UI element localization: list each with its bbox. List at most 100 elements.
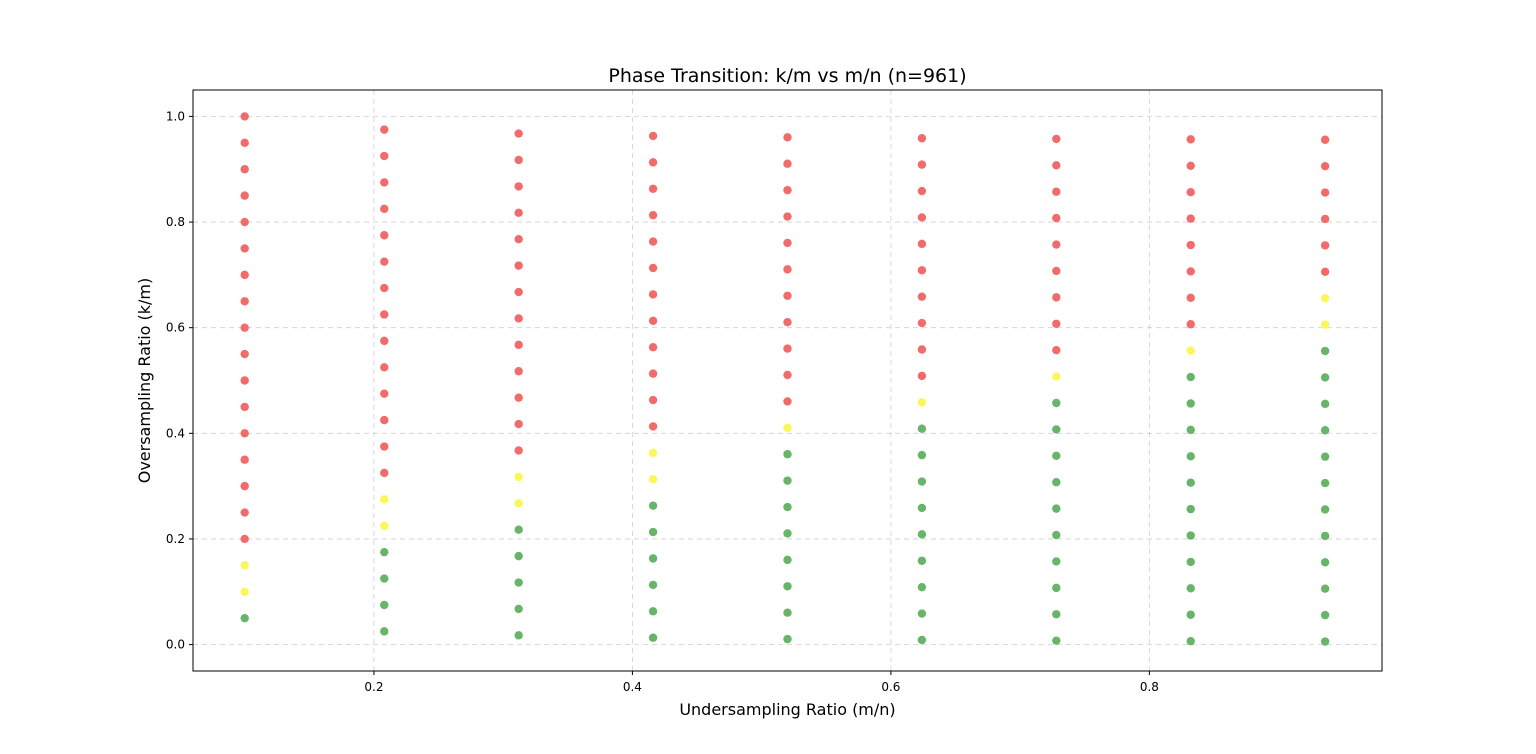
scatter-point-red xyxy=(1052,319,1061,328)
scatter-point-green xyxy=(783,608,792,617)
scatter-point-red xyxy=(240,323,249,332)
scatter-point-red xyxy=(917,239,927,249)
scatter-point-green xyxy=(1320,452,1330,461)
scatter-point-green xyxy=(917,582,927,592)
scatter-point-green xyxy=(1320,584,1330,593)
scatter-point-green xyxy=(1052,425,1061,434)
scatter-point-green xyxy=(917,556,927,565)
scatter-point-green xyxy=(783,502,792,512)
scatter-point-red xyxy=(917,266,927,275)
scatter-point-green xyxy=(648,607,658,616)
scatter-point-red xyxy=(783,370,792,380)
scatter-point-red xyxy=(240,165,249,174)
scatter-point-green xyxy=(1186,478,1195,487)
scatter-point-red xyxy=(1052,213,1061,223)
scatter-point-red xyxy=(514,340,523,350)
scatter-point-red xyxy=(783,291,792,300)
scatter-point-red xyxy=(380,389,389,398)
scatter-point-red xyxy=(783,344,792,353)
scatter-point-red xyxy=(240,534,249,544)
scatter-point-green xyxy=(917,477,927,486)
plot-frame xyxy=(192,89,1383,672)
scatter-point-green xyxy=(1186,372,1195,382)
scatter-point-green xyxy=(783,529,792,538)
scatter-point-red xyxy=(514,129,523,138)
scatter-point-yellow xyxy=(917,398,927,407)
scatter-point-green xyxy=(380,627,389,636)
y-tick-label: 0.2 xyxy=(166,532,185,546)
scatter-point-green xyxy=(1186,504,1195,514)
scatter-point-red xyxy=(514,235,523,244)
scatter-point-green xyxy=(917,530,927,539)
scatter-point-red xyxy=(648,131,658,141)
scatter-point-green xyxy=(1320,531,1330,541)
scatter-point-red xyxy=(240,191,249,200)
scatter-point-red xyxy=(1052,293,1061,302)
scatter-point-red xyxy=(648,263,658,273)
scatter-point-red xyxy=(917,292,927,301)
scatter-point-green xyxy=(1320,637,1330,646)
scatter-point-red xyxy=(380,257,389,266)
scatter-point-red xyxy=(380,231,389,240)
scatter-point-green xyxy=(1052,636,1061,645)
scatter-point-green xyxy=(514,525,523,534)
scatter-point-red xyxy=(1186,188,1195,197)
scatter-point-green xyxy=(1186,531,1195,540)
scatter-point-red xyxy=(783,133,792,142)
scatter-point-red xyxy=(240,297,249,306)
scatter-point-green xyxy=(1052,557,1061,566)
scatter-point-red xyxy=(240,217,249,227)
scatter-point-red xyxy=(917,318,927,328)
scatter-point-red xyxy=(917,186,927,196)
scatter-point-green xyxy=(240,613,249,623)
scatter-point-red xyxy=(380,415,389,425)
scatter-point-green xyxy=(1052,530,1061,540)
y-tick-label: 1.0 xyxy=(166,109,185,123)
scatter-point-red xyxy=(514,419,523,429)
scatter-point-green xyxy=(1186,636,1195,646)
scatter-point-yellow xyxy=(648,448,658,458)
x-tick-label: 0.4 xyxy=(623,680,642,694)
scatter-point-green xyxy=(1320,426,1330,435)
scatter-point-green xyxy=(783,634,792,644)
scatter-point-green xyxy=(380,600,389,610)
x-tick-label: 0.6 xyxy=(881,680,900,694)
scatter-point-red xyxy=(1320,241,1330,250)
scatter-point-red xyxy=(514,208,523,218)
scatter-point-green xyxy=(1186,557,1195,567)
scatter-point-green xyxy=(648,554,658,563)
scatter-point-red xyxy=(1320,214,1330,224)
scatter-point-red xyxy=(240,481,249,491)
scatter-point-green xyxy=(514,551,523,561)
scatter-point-green xyxy=(783,476,792,485)
scatter-point-yellow xyxy=(1052,372,1061,381)
scatter-point-yellow xyxy=(1320,294,1330,303)
scatter-point-red xyxy=(1320,161,1330,171)
scatter-point-red xyxy=(380,178,389,187)
y-tick-label: 0.6 xyxy=(166,321,185,335)
scatter-point-red xyxy=(514,393,523,402)
scatter-point-red xyxy=(1186,293,1195,303)
scatter-point-red xyxy=(514,314,523,323)
scatter-point-red xyxy=(240,402,249,412)
scatter-point-red xyxy=(380,363,389,372)
scatter-point-red xyxy=(783,238,792,248)
scatter-point-yellow xyxy=(240,587,249,596)
scatter-point-green xyxy=(380,547,389,557)
scatter-point-red xyxy=(783,317,792,327)
scatter-point-red xyxy=(648,369,658,378)
scatter-point-green xyxy=(514,578,523,587)
scatter-point-green xyxy=(1320,505,1330,514)
scatter-point-red xyxy=(240,429,249,438)
y-tick-label: 0.8 xyxy=(166,215,185,229)
scatter-point-red xyxy=(1052,345,1061,355)
scatter-point-yellow xyxy=(1320,320,1330,329)
scatter-point-red xyxy=(1052,266,1061,276)
scatter-point-green xyxy=(1052,583,1061,593)
scatter-point-red xyxy=(514,155,523,165)
scatter-point-red xyxy=(648,395,658,405)
scatter-point-red xyxy=(783,212,792,221)
scatter-point-yellow xyxy=(648,475,658,484)
scatter-point-green xyxy=(648,633,658,642)
